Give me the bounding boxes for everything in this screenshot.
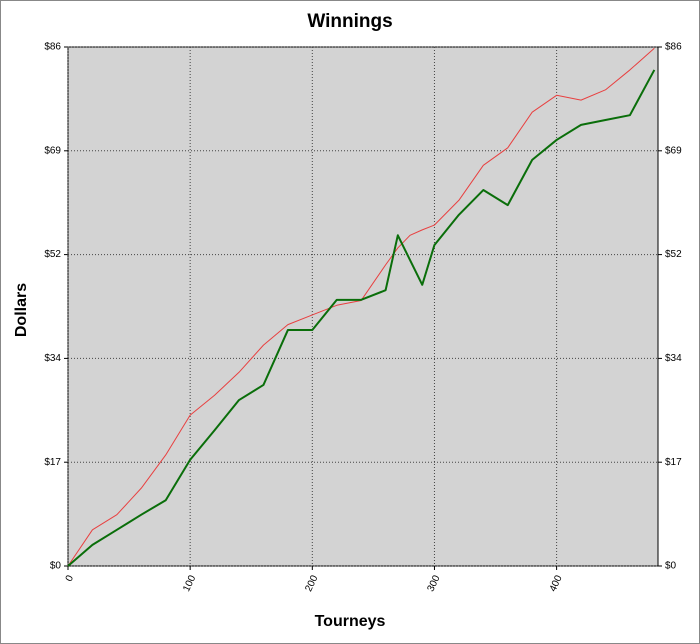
x-tick-label: 0 [64, 573, 77, 583]
y-tick-label: $69 [44, 145, 61, 156]
series-line [67, 69, 656, 567]
y-tick-label: $86 [44, 42, 61, 53]
y-tick-label-right: $86 [665, 42, 682, 53]
y-tick-label: $34 [44, 353, 61, 364]
y-tick-label-right: $34 [665, 353, 682, 364]
y-axis-label: Dollars [13, 283, 30, 337]
y-tick-label: $52 [44, 249, 61, 260]
y-tick-label-right: $0 [665, 561, 677, 572]
y-tick-label: $17 [44, 457, 61, 468]
y-tick-label-right: $69 [665, 145, 682, 156]
series-line [67, 47, 655, 567]
x-axis-label: Tourneys [315, 613, 386, 630]
plot-area [67, 46, 659, 567]
chart-title: Winnings [307, 11, 392, 32]
y-tick-label: $0 [50, 561, 62, 572]
y-tick-label-right: $52 [665, 249, 682, 260]
y-tick-label-right: $17 [665, 457, 682, 468]
